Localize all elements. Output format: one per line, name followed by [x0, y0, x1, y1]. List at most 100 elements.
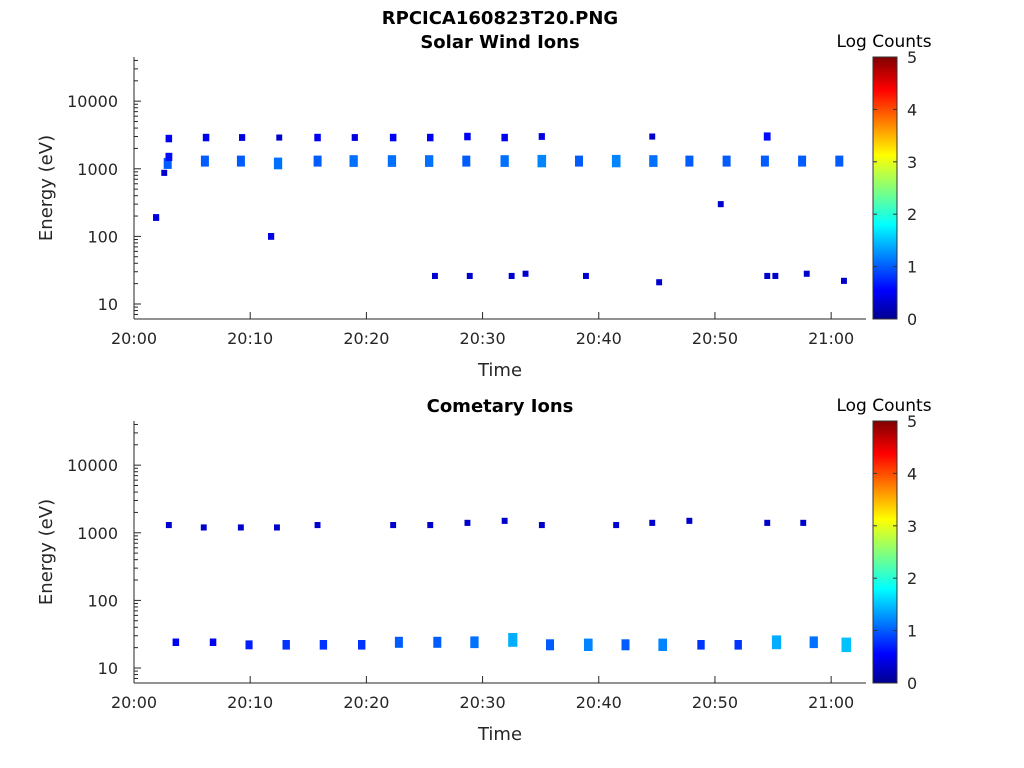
x-tick-label: 20:40: [576, 329, 622, 348]
x-tick-label: 20:40: [576, 693, 622, 712]
data-point: [274, 524, 280, 531]
data-point: [656, 279, 663, 286]
data-point: [427, 133, 434, 142]
data-point: [276, 134, 283, 141]
data-point: [273, 157, 283, 170]
colorbar-tick-label: 5: [907, 412, 917, 431]
data-point: [501, 517, 508, 524]
data-point: [575, 155, 583, 167]
data-point: [841, 277, 847, 284]
data-point: [427, 522, 434, 529]
data-point: [538, 133, 545, 140]
colorbar-label: Log Counts: [836, 396, 931, 416]
data-point: [390, 522, 397, 529]
x-tick-label: 20:30: [460, 693, 506, 712]
x-tick-label: 20:10: [227, 329, 273, 348]
data-point: [835, 155, 844, 167]
figure-title: RPCICA160823T20.PNG: [382, 8, 618, 29]
y-axis-label: Energy (eV): [36, 499, 57, 605]
data-layer: [153, 132, 847, 286]
data-point: [841, 637, 851, 653]
data-point: [200, 155, 209, 167]
x-tick-label: 20:00: [111, 693, 157, 712]
data-point: [245, 640, 253, 650]
axes: 20:00 20:10 20:20 20:30 20:40 20:50 21:00 10 100…: [67, 57, 866, 348]
panel-title: Cometary Ions: [427, 396, 574, 417]
colorbar-tick-label: 0: [907, 674, 917, 693]
data-point: [734, 640, 742, 650]
colorbar-tick-label: 3: [907, 517, 917, 536]
data-point: [358, 640, 366, 650]
data-point: [501, 133, 508, 142]
x-tick-label: 20:20: [343, 329, 389, 348]
x-tick-label: 20:20: [343, 693, 389, 712]
colorbar: [872, 420, 898, 684]
data-point: [763, 132, 771, 141]
data-point: [771, 635, 782, 650]
data-point: [584, 638, 593, 651]
data-point: [611, 154, 621, 168]
data-point: [500, 155, 509, 167]
data-point: [717, 201, 724, 208]
colorbar-tick-label: 5: [907, 48, 917, 67]
x-axis-label: Time: [477, 724, 522, 745]
data-point: [685, 155, 694, 167]
data-point: [425, 155, 434, 167]
colorbar-tick-label: 0: [907, 310, 917, 329]
data-point: [389, 133, 397, 142]
data-point: [649, 519, 656, 526]
data-point: [387, 155, 397, 167]
colorbar-label: Log Counts: [836, 32, 931, 52]
data-point: [508, 272, 515, 279]
y-tick-label: 10: [98, 295, 118, 314]
data-point: [470, 636, 479, 649]
data-point: [282, 640, 290, 650]
data-point: [314, 133, 321, 142]
data-point: [172, 638, 180, 646]
data-point: [613, 522, 620, 529]
x-tick-label: 21:00: [808, 693, 854, 712]
y-tick-label: 10000: [67, 92, 118, 111]
x-tick-label: 20:00: [111, 329, 157, 348]
colorbar-tick-label: 4: [907, 464, 917, 483]
data-point: [200, 524, 207, 531]
data-point: [268, 233, 275, 240]
data-point: [658, 638, 667, 651]
data-point: [522, 270, 529, 277]
colorbar-ticks: 0 1 2 3 4 5: [873, 48, 917, 329]
data-point: [313, 155, 322, 167]
data-point: [153, 214, 160, 221]
data-point: [697, 640, 705, 650]
data-point: [239, 134, 246, 141]
data-point: [466, 272, 473, 279]
data-point: [798, 155, 807, 167]
x-tick-label: 20:50: [692, 693, 738, 712]
axes: 20:00 20:10 20:20 20:30 20:40 20:50 21:00 10 100…: [67, 421, 866, 712]
y-tick-label: 10000: [67, 456, 118, 475]
colorbar-tick-label: 2: [907, 205, 917, 224]
colorbar: [872, 56, 898, 320]
data-point: [621, 639, 630, 651]
colorbar-tick-label: 4: [907, 100, 917, 119]
data-point: [432, 272, 438, 279]
data-point: [351, 134, 358, 141]
data-point: [165, 134, 173, 143]
data-point: [165, 152, 173, 161]
data-point: [314, 522, 321, 529]
data-point: [464, 519, 471, 526]
panel-title: Solar Wind Ions: [420, 32, 579, 53]
x-tick-label: 21:00: [808, 329, 854, 348]
data-point: [764, 519, 771, 526]
data-point: [538, 522, 545, 529]
data-point: [508, 633, 518, 647]
data-point: [163, 157, 172, 169]
data-point: [319, 640, 328, 650]
y-tick-label: 10: [98, 659, 118, 678]
y-tick-label: 100: [87, 591, 118, 610]
data-layer: [165, 517, 851, 653]
data-point: [209, 638, 217, 646]
y-tick-label: 1000: [77, 524, 118, 543]
data-point: [809, 636, 818, 649]
panel-cometary: Cometary Ions 20:00 20:10 20:20 20:30 20:40 2…: [36, 396, 932, 745]
